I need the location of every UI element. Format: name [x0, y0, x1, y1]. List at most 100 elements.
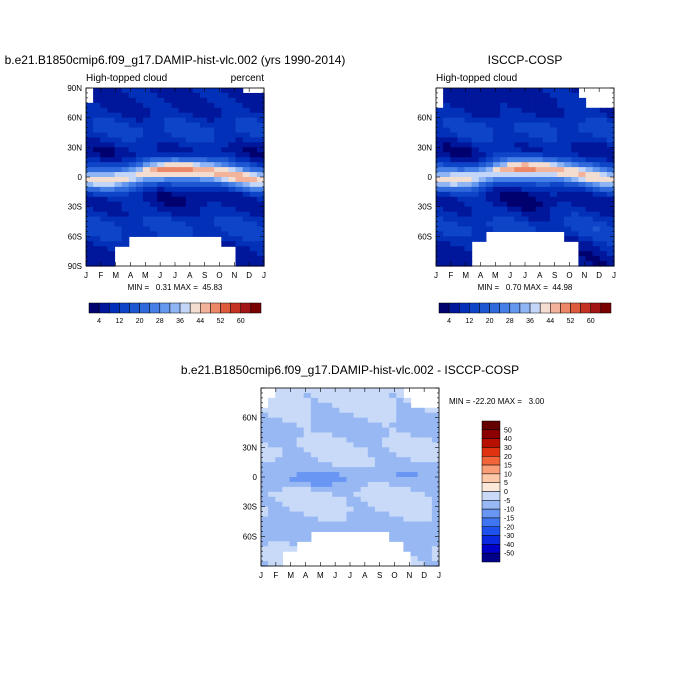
obs-cell — [592, 172, 601, 178]
obs-cell — [528, 122, 537, 129]
obs-colorbar-box — [509, 302, 521, 314]
model-cell — [235, 261, 244, 267]
model-cell — [142, 201, 151, 208]
diff-cell — [396, 511, 404, 518]
model-cell — [199, 162, 208, 168]
obs-cell — [485, 167, 494, 173]
model-cell — [207, 142, 215, 148]
obs-cell — [514, 206, 523, 213]
diff-cell — [296, 417, 305, 424]
obs-cell — [599, 107, 608, 114]
diff-cell — [296, 521, 305, 528]
obs-cell — [485, 186, 494, 193]
model-cell — [214, 226, 222, 232]
diff-cell — [289, 526, 298, 532]
diff-cell — [303, 422, 312, 429]
model-cell — [107, 231, 116, 237]
obs-cell — [443, 201, 451, 208]
obs-cell — [528, 211, 537, 218]
obs-cell — [500, 162, 508, 168]
obs-cell — [542, 107, 551, 114]
diff-cell — [360, 501, 369, 508]
obs-cell — [485, 122, 494, 129]
diff-cell — [346, 511, 355, 518]
obs-cell — [507, 177, 515, 183]
model-cell — [121, 241, 130, 247]
diff-cell — [303, 437, 312, 443]
model-cell — [107, 132, 116, 139]
diff-cell — [389, 516, 397, 523]
diff-cell — [332, 481, 340, 488]
diff-cell — [332, 516, 340, 523]
obs-cell — [578, 261, 587, 267]
model-cell — [150, 191, 158, 198]
diff-cell — [310, 457, 319, 463]
model-cell — [121, 177, 130, 183]
obs-cell — [585, 147, 594, 153]
diff-cell — [261, 472, 269, 478]
obs-cell — [500, 127, 508, 134]
obs-cell — [599, 157, 608, 163]
diff-cell — [360, 521, 369, 528]
obs-cell — [557, 88, 565, 94]
diff-cell — [296, 501, 305, 508]
diff-cell — [417, 432, 426, 439]
obs-cell — [557, 216, 565, 223]
model-cell — [93, 92, 101, 99]
obs-cell — [585, 206, 594, 213]
diff-cell — [424, 516, 433, 523]
diff-cell — [417, 472, 426, 478]
diff-cell — [417, 437, 426, 443]
model-cell — [192, 147, 201, 153]
obs-cell — [478, 117, 487, 124]
diff-cell — [325, 506, 333, 513]
obs-cell — [585, 226, 594, 232]
model-cell — [86, 117, 94, 124]
diff-cell — [310, 452, 319, 458]
diff-cell — [268, 556, 276, 562]
model-cell — [249, 261, 258, 267]
obs-cell — [585, 112, 594, 119]
obs-cell — [557, 191, 565, 198]
model-cell — [128, 107, 137, 114]
model-cell — [100, 172, 108, 178]
diff-cell — [353, 511, 362, 518]
diff-cell — [339, 457, 348, 463]
model-cell — [100, 231, 108, 237]
diff-cell — [303, 397, 312, 404]
obs-cell — [542, 162, 551, 168]
model-cell — [164, 211, 173, 218]
model-cell — [128, 216, 137, 223]
model-cell — [100, 201, 108, 208]
obs-cell — [457, 216, 466, 223]
model-cell — [235, 147, 244, 153]
model-cell — [192, 221, 201, 228]
model-cell — [100, 186, 108, 193]
diff-cell — [325, 388, 333, 394]
obs-cell — [535, 206, 544, 213]
diff-x-tick-label: J — [437, 571, 441, 580]
obs-cell — [535, 186, 544, 193]
model-subtitle-right: percent — [231, 73, 265, 84]
obs-cell — [492, 206, 501, 213]
model-cell — [114, 167, 123, 173]
obs-cell — [578, 117, 587, 124]
model-cell — [150, 117, 158, 124]
obs-cell — [564, 226, 572, 232]
diff-cell — [268, 422, 276, 429]
obs-cell — [478, 226, 487, 232]
diff-cell — [360, 392, 369, 399]
diff-cell — [310, 388, 319, 394]
model-cell — [256, 132, 265, 139]
obs-cell — [599, 226, 608, 232]
obs-cell — [478, 107, 487, 114]
obs-cell — [478, 216, 487, 223]
model-cell — [100, 226, 108, 232]
model-cell — [107, 97, 116, 104]
diff-cell — [389, 452, 397, 458]
obs-cell — [521, 112, 530, 119]
model-cell — [93, 122, 101, 129]
model-cell — [157, 127, 165, 134]
model-cell — [228, 181, 237, 188]
diff-cell — [310, 467, 319, 473]
